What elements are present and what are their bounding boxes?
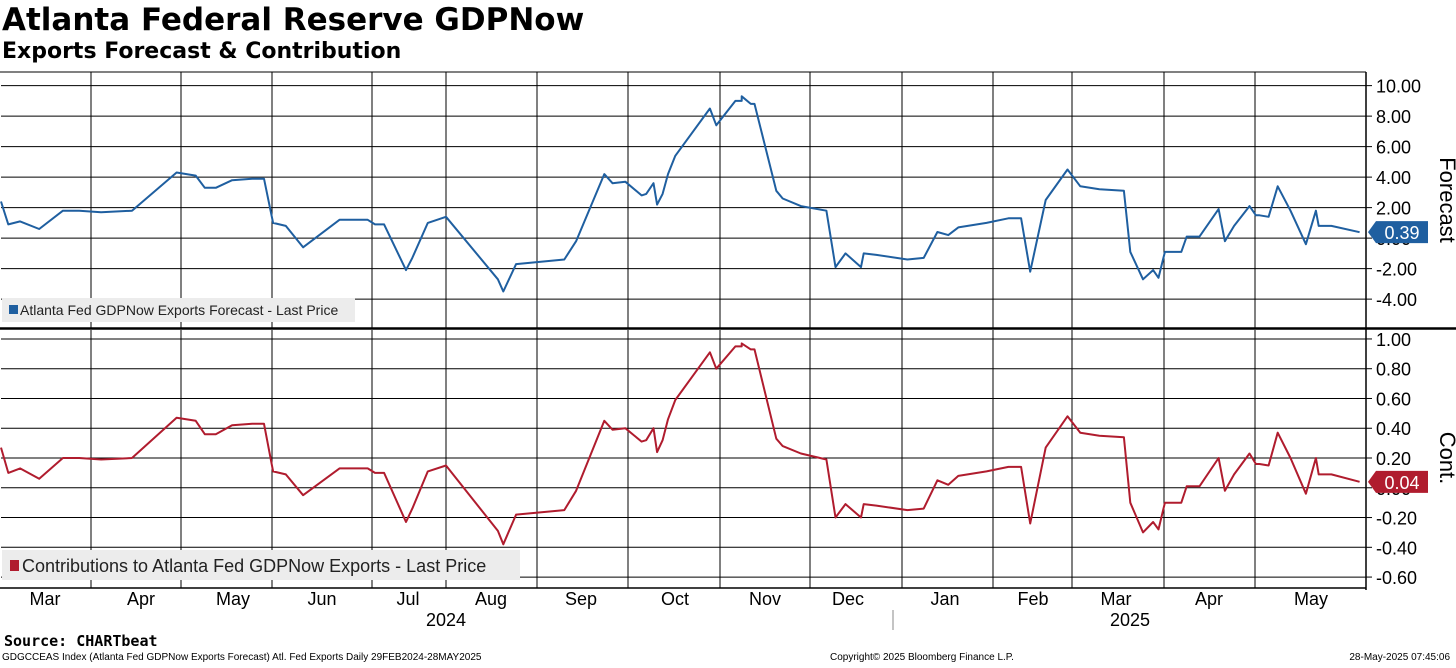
y-tick-label: -0.20 [1376, 509, 1417, 529]
legend-label: Atlanta Fed GDPNow Exports Forecast - La… [20, 302, 338, 318]
x-tick-label: Apr [1195, 589, 1223, 609]
x-tick-label: May [1294, 589, 1328, 609]
y-tick-label: 1.00 [1376, 330, 1411, 350]
y-tick-label: 0.60 [1376, 389, 1411, 409]
y-axis-title: Cont. [1435, 432, 1456, 485]
x-tick-label: Mar [1101, 589, 1132, 609]
y-tick-label: 0.80 [1376, 360, 1411, 380]
x-tick-label: Aug [475, 589, 507, 609]
legend-box [2, 550, 520, 580]
source-note: Source: CHARTbeat [4, 632, 158, 650]
x-tick-label: Oct [661, 589, 689, 609]
x-tick-label: Nov [749, 589, 781, 609]
y-tick-label: 0.20 [1376, 449, 1411, 469]
y-tick-label: 0.40 [1376, 419, 1411, 439]
y-tick-label: 10.00 [1376, 77, 1421, 97]
chart-subtitle: Exports Forecast & Contribution [2, 39, 402, 64]
y-tick-label: -4.00 [1376, 290, 1417, 310]
x-year-label: 2024 [426, 610, 466, 630]
x-tick-label: May [216, 589, 250, 609]
legend-label: Contributions to Atlanta Fed GDPNow Expo… [22, 556, 486, 576]
x-tick-label: Dec [832, 589, 864, 609]
x-tick-label: Mar [30, 589, 61, 609]
chart-title: Atlanta Federal Reserve GDPNow [2, 2, 585, 38]
y-tick-label: 2.00 [1376, 199, 1411, 219]
y-tick-label: 4.00 [1376, 168, 1411, 188]
x-tick-label: Jul [396, 589, 419, 609]
last-value-tag [1368, 221, 1428, 244]
x-tick-label: Feb [1017, 589, 1048, 609]
y-axis-title: Forecast [1435, 157, 1456, 243]
last-value-label: 0.39 [1384, 223, 1419, 243]
y-tick-label: -0.60 [1376, 568, 1417, 588]
y-tick-label: 8.00 [1376, 107, 1411, 127]
x-tick-label: Apr [127, 589, 155, 609]
x-year-label: 2025 [1110, 610, 1150, 630]
legend-swatch [9, 305, 18, 314]
y-tick-label: -0.40 [1376, 538, 1417, 558]
last-value-tag [1368, 470, 1428, 493]
footer-copyright: Copyright© 2025 Bloomberg Finance L.P. [830, 652, 1014, 663]
last-value-label: 0.04 [1384, 473, 1419, 493]
x-tick-label: Sep [565, 589, 597, 609]
y-tick-label: 6.00 [1376, 138, 1411, 158]
forecast-series-line [0, 95, 1360, 293]
footer-timestamp: 28-May-2025 07:45:06 [1349, 652, 1450, 663]
y-tick-label: -2.00 [1376, 260, 1417, 280]
legend-swatch [10, 560, 19, 571]
x-tick-label: Jun [307, 589, 336, 609]
x-tick-label: Jan [930, 589, 959, 609]
legend-box [2, 298, 355, 322]
contribution-series-line [0, 342, 1360, 546]
footer-index-info: GDGCCEAS Index (Atlanta Fed GDPNow Expor… [2, 652, 482, 663]
